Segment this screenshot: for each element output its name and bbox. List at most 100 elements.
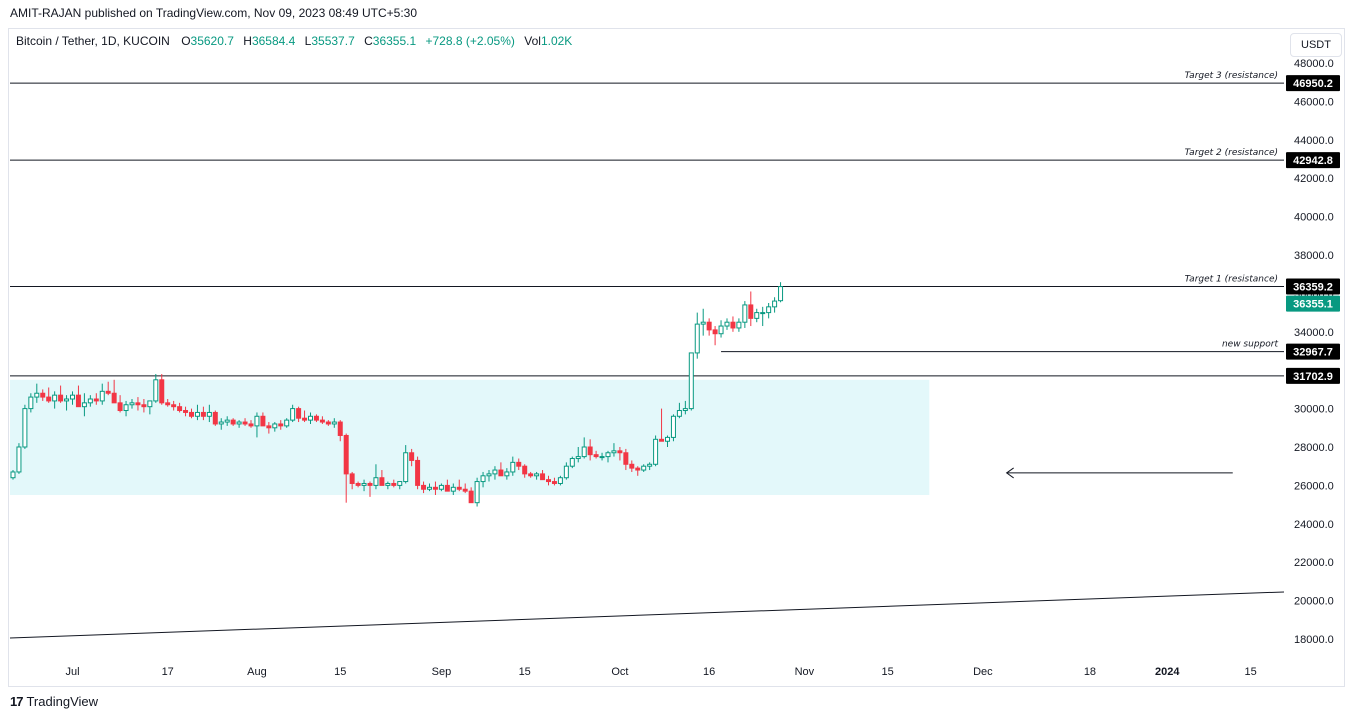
candle-body xyxy=(528,473,534,477)
candle-body xyxy=(367,482,373,486)
candle-body xyxy=(349,473,355,484)
close-value: 36355.1 xyxy=(372,34,417,48)
candle-body xyxy=(313,415,319,421)
candle-body xyxy=(700,321,706,325)
candle-body xyxy=(93,398,99,402)
candle-body xyxy=(575,456,581,460)
candle-body xyxy=(772,300,778,308)
candle-body xyxy=(724,321,730,327)
candle-body xyxy=(46,396,52,402)
candle-body xyxy=(653,438,659,465)
x-tick-label: Aug xyxy=(247,666,267,678)
candle-body xyxy=(670,415,676,438)
candle-body xyxy=(778,286,784,302)
candle-body xyxy=(183,410,189,413)
x-tick-label: Oct xyxy=(611,666,628,678)
level-price-badge-label: 46950.2 xyxy=(1293,78,1333,90)
last-price-badge xyxy=(1286,295,1340,312)
candle-body xyxy=(391,482,397,486)
candle-body xyxy=(760,312,766,315)
candle-body xyxy=(474,481,480,504)
candle-body xyxy=(10,471,16,479)
candle-body xyxy=(522,465,528,475)
candle-body xyxy=(302,417,308,421)
y-tick-label: 30000.0 xyxy=(1294,404,1334,416)
candle-body xyxy=(64,398,70,402)
candle-body xyxy=(421,484,427,490)
open-value: 35620.7 xyxy=(190,34,234,48)
candle-body xyxy=(111,392,117,404)
candle-body xyxy=(450,486,456,492)
candle-body xyxy=(16,446,22,473)
candle-body xyxy=(331,421,337,425)
symbol-legend: Bitcoin / Tether, 1D, KUCOIN O35620.7 H 3… xyxy=(16,34,578,48)
y-tick-label: 34000.0 xyxy=(1294,327,1334,339)
low-value: 35537.7 xyxy=(311,34,355,48)
candle-body xyxy=(712,329,718,335)
candle-body xyxy=(730,321,736,329)
chart-frame xyxy=(8,28,1345,687)
candle-body xyxy=(248,423,254,427)
level-price-badge-label: 42942.8 xyxy=(1293,155,1333,167)
y-tick-label: 22000.0 xyxy=(1294,557,1334,569)
x-tick-label: 17 xyxy=(162,666,174,678)
candle-body xyxy=(534,473,540,477)
y-tick-label: 18000.0 xyxy=(1294,634,1334,646)
symbol-title[interactable]: Bitcoin / Tether, 1D, KUCOIN xyxy=(16,34,170,48)
candle-body xyxy=(617,450,623,454)
candle-body xyxy=(87,398,93,404)
candle-body xyxy=(373,477,379,486)
candle-body xyxy=(177,406,183,412)
consolidation-zone xyxy=(10,379,930,495)
candle-body xyxy=(379,477,385,486)
open-label: O xyxy=(181,34,191,48)
candle-body xyxy=(355,482,361,486)
candle-body xyxy=(212,411,218,425)
candle-body xyxy=(22,408,28,448)
level-annotation: Target 3 (resistance) xyxy=(1185,71,1278,81)
low-label: L xyxy=(304,34,312,48)
x-tick-label: Nov xyxy=(795,666,815,678)
candle-body xyxy=(260,415,266,427)
x-tick-label: 15 xyxy=(334,666,346,678)
candle-body xyxy=(766,306,772,314)
level-annotation: Target 2 (resistance) xyxy=(1185,148,1278,158)
candle-body xyxy=(319,419,325,423)
candle-body xyxy=(676,410,682,417)
candle-body xyxy=(189,411,194,417)
currency-button[interactable]: USDT xyxy=(1290,33,1342,57)
candle-body xyxy=(605,452,611,458)
candle-body xyxy=(688,352,694,410)
candle-body xyxy=(230,419,236,425)
published-header: AMIT-RAJAN published on TradingView.com,… xyxy=(10,6,417,20)
candle-body xyxy=(599,456,605,459)
x-tick-label: 2024 xyxy=(1155,666,1180,678)
candle-body xyxy=(361,482,367,486)
y-tick-label: 44000.0 xyxy=(1294,135,1334,147)
candle-body xyxy=(486,473,492,477)
volume-value: 1.02K xyxy=(540,34,573,48)
candle-body xyxy=(28,396,34,410)
y-tick-label: 24000.0 xyxy=(1294,519,1334,531)
candle-body xyxy=(480,475,486,483)
candle-body xyxy=(224,419,230,423)
candle-body xyxy=(593,454,599,458)
level-price-badge xyxy=(1286,278,1340,295)
x-tick-label: 15 xyxy=(519,666,531,678)
level-price-badge xyxy=(1286,75,1340,92)
candle-body xyxy=(498,469,504,477)
candle-body xyxy=(736,321,742,329)
candle-body xyxy=(325,421,331,425)
candle-body xyxy=(242,421,248,425)
y-tick-label: 38000.0 xyxy=(1294,250,1334,262)
candle-body xyxy=(569,458,575,467)
candle-body xyxy=(165,402,171,406)
candle-body xyxy=(409,452,415,461)
trend-line xyxy=(9,591,1285,639)
candle-body xyxy=(343,434,349,475)
candle-body xyxy=(397,481,403,486)
candle-body xyxy=(147,400,153,408)
high-label: H xyxy=(243,34,252,48)
candle-body xyxy=(40,392,46,398)
